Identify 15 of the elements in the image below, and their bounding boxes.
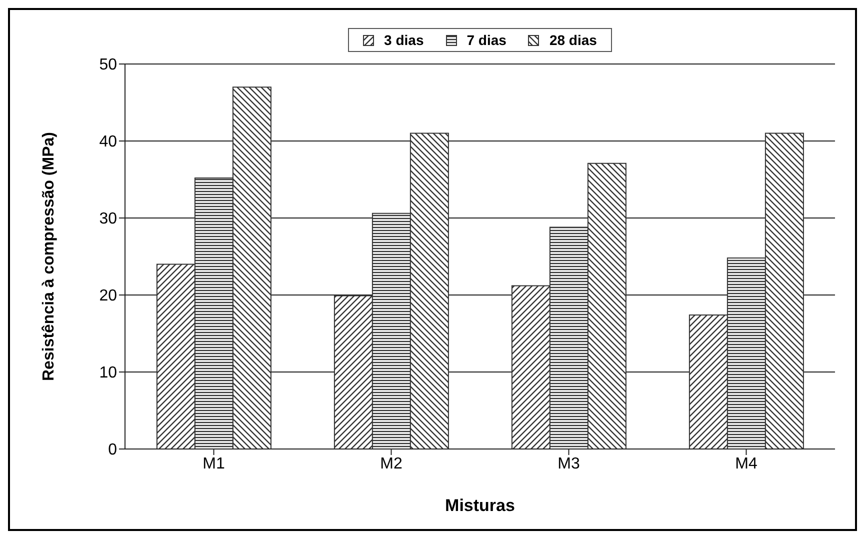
y-tick-label: 30 bbox=[99, 210, 118, 228]
legend-label: 28 dias bbox=[549, 32, 597, 48]
y-tick-label: 10 bbox=[99, 364, 118, 382]
y-tick-label: 20 bbox=[99, 288, 118, 305]
x-tick-label: M1 bbox=[202, 455, 225, 472]
x-tick-label: M3 bbox=[558, 455, 580, 472]
legend-label: 3 dias bbox=[384, 32, 424, 48]
x-tick-label: M4 bbox=[735, 455, 758, 472]
legend-label: 7 dias bbox=[466, 32, 506, 48]
x-axis-title: Misturas bbox=[445, 496, 515, 515]
y-tick-label: 0 bbox=[108, 442, 118, 459]
y-axis-title: Resistência à compressão (MPa) bbox=[40, 132, 58, 381]
x-tick-label: M2 bbox=[380, 455, 402, 472]
y-tick-label: 40 bbox=[99, 134, 118, 151]
y-tick-label: 50 bbox=[99, 56, 118, 74]
